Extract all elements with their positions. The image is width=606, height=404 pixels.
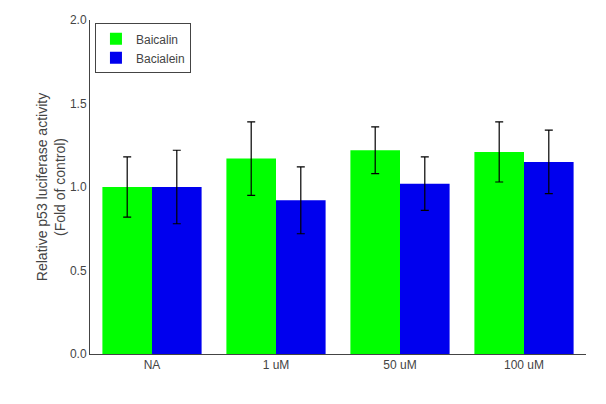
svg-text:Bacialein: Bacialein [136, 52, 185, 66]
svg-text:2.0: 2.0 [70, 13, 87, 27]
svg-text:1.0: 1.0 [70, 180, 87, 194]
svg-text:0.5: 0.5 [70, 264, 87, 278]
svg-text:1.5: 1.5 [70, 97, 87, 111]
svg-text:0.0: 0.0 [70, 347, 87, 361]
svg-text:NA: NA [144, 358, 161, 372]
svg-text:Baicalin: Baicalin [136, 33, 178, 47]
svg-text:50 uM: 50 uM [383, 358, 416, 372]
svg-text:Relative p53 luciferase activi: Relative p53 luciferase activity(Fold of… [34, 93, 68, 281]
svg-text:100 uM: 100 uM [504, 358, 544, 372]
svg-text:1 uM: 1 uM [263, 358, 290, 372]
